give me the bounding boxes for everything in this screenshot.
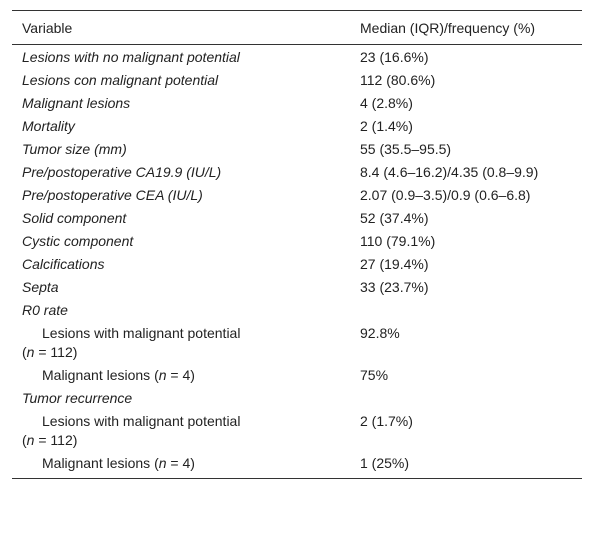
variable-cell: Lesions with malignant potential (n = 11… xyxy=(12,410,350,452)
value-cell: 27 (19.4%) xyxy=(360,256,429,272)
value-cell: 52 (37.4%) xyxy=(360,210,429,226)
variable-label: Malignant lesions xyxy=(42,455,151,471)
table-row: Tumor size (mm) 55 (35.5–95.5) xyxy=(12,138,582,161)
variable-label: R0 rate xyxy=(22,302,68,318)
value-cell: 33 (23.7%) xyxy=(360,279,429,295)
variable-note: = 112) xyxy=(34,432,78,448)
table-row: Mortality 2 (1.4%) xyxy=(12,115,582,138)
value-cell: 75% xyxy=(360,367,389,383)
variable-label: Lesions with malignant potential xyxy=(42,325,241,341)
value-cell: 92.8% xyxy=(360,325,400,341)
variable-label: Calcifications xyxy=(22,256,105,272)
value-cell: 2.07 (0.9–3.5)/0.9 (0.6–6.8) xyxy=(360,187,531,203)
table-row: Lesions with malignant potential (n = 11… xyxy=(12,322,582,364)
value-cell xyxy=(350,299,582,322)
variable-label: Tumor recurrence xyxy=(22,390,133,406)
value-cell: 110 (79.1%) xyxy=(360,233,436,249)
variable-note: ( xyxy=(154,455,159,471)
variable-note: ( xyxy=(154,367,159,383)
variable-note: = 4) xyxy=(166,367,195,383)
variable-cell: Lesions con malignant potential xyxy=(12,69,350,92)
table-row: Lesions con malignant potential 112 (80.6… xyxy=(12,69,582,92)
value-cell: 8.4 (4.6–16.2)/4.35 (0.8–9.9) xyxy=(360,164,539,180)
variable-cell: Malignant lesions (n = 4) xyxy=(12,364,350,387)
variable-cell: Pre/postoperative CA19.9 (IU/L) xyxy=(12,161,350,184)
table-row: Lesions with no malignant potential 23 (1… xyxy=(12,45,582,70)
variable-label: Malignant lesions xyxy=(22,95,131,111)
variable-note: ( xyxy=(22,432,27,448)
table-row: Solid component 52 (37.4%) xyxy=(12,207,582,230)
value-cell: 2 (1.7%) xyxy=(360,413,413,429)
variable-cell: Mortality xyxy=(12,115,350,138)
variable-label: Lesions with no malignant potential xyxy=(22,49,240,65)
variable-label: Mortality xyxy=(22,118,75,134)
value-cell: 4 (2.8%) xyxy=(360,95,413,111)
header-cell: Variable xyxy=(12,10,350,45)
variable-label: Malignant lesions xyxy=(42,367,151,383)
variable-label: Septa xyxy=(22,279,59,295)
header-row: Variable Median (IQR)/frequency (%) xyxy=(12,10,582,45)
table-body: Lesions with no malignant potential 23 (1… xyxy=(12,45,582,479)
value-cell: 112 (80.6%) xyxy=(360,72,436,88)
table-row: Malignant lesions 4 (2.8%) xyxy=(12,92,582,115)
table-row: Pre/postoperative CEA (IU/L) 2.07 (0.9–3.… xyxy=(12,184,582,207)
table-row: Pre/postoperative CA19.9 (IU/L) 8.4 (4.6–… xyxy=(12,161,582,184)
table-row: R0 rate xyxy=(12,299,582,322)
variable-cell: Tumor size (mm) xyxy=(12,138,350,161)
variable-cell: Solid component xyxy=(12,207,350,230)
table-row: Tumor recurrence xyxy=(12,387,582,410)
variable-note: n xyxy=(158,367,167,383)
variable-label: Solid component xyxy=(22,210,127,226)
variable-label: Cystic component xyxy=(22,233,134,249)
variable-cell: Lesions with no malignant potential xyxy=(12,45,350,70)
variable-label: Pre/postoperative CEA (IU/L) xyxy=(22,187,203,203)
variable-note: ( xyxy=(22,344,27,360)
variable-label: Tumor size (mm) xyxy=(22,141,127,157)
table-row: Calcifications 27 (19.4%) xyxy=(12,253,582,276)
variable-cell: Tumor recurrence xyxy=(12,387,350,410)
variable-label: Pre/postoperative CA19.9 (IU/L) xyxy=(22,164,222,180)
variable-cell: Pre/postoperative CEA (IU/L) xyxy=(12,184,350,207)
value-cell: 2 (1.4%) xyxy=(360,118,413,134)
variable-cell: Septa xyxy=(12,276,350,299)
variable-label: Lesions with malignant potential xyxy=(42,413,241,429)
variable-label: Lesions con malignant potential xyxy=(22,72,219,88)
variable-note: n xyxy=(26,432,35,448)
variable-cell: Malignant lesions (n = 4) xyxy=(12,452,350,479)
table-row: Malignant lesions (n = 4) 1 (25%) xyxy=(12,452,582,479)
table-row: Cystic component 110 (79.1%) xyxy=(12,230,582,253)
variable-cell: Lesions with malignant potential (n = 11… xyxy=(12,322,350,364)
variable-cell: Cystic component xyxy=(12,230,350,253)
value-cell: 23 (16.6%) xyxy=(360,49,429,65)
variable-note: n xyxy=(158,455,167,471)
variable-cell: Calcifications xyxy=(12,253,350,276)
value-cell: 1 (25%) xyxy=(360,455,410,471)
table-row: Lesions with malignant potential (n = 11… xyxy=(12,410,582,452)
value-cell: 55 (35.5–95.5) xyxy=(360,141,452,157)
variable-note: n xyxy=(26,344,35,360)
variable-note: = 4) xyxy=(166,455,195,471)
table-row: Malignant lesions (n = 4) 75% xyxy=(12,364,582,387)
variable-cell: R0 rate xyxy=(12,299,350,322)
variable-cell: Malignant lesions xyxy=(12,92,350,115)
variable-note: = 112) xyxy=(34,344,78,360)
value-cell xyxy=(350,387,582,410)
table-row: Septa 33 (23.7%) xyxy=(12,276,582,299)
header-cell: Median (IQR)/frequency (%) xyxy=(350,10,582,45)
data-table: Variable Median (IQR)/frequency (%) Lesi… xyxy=(12,10,582,479)
